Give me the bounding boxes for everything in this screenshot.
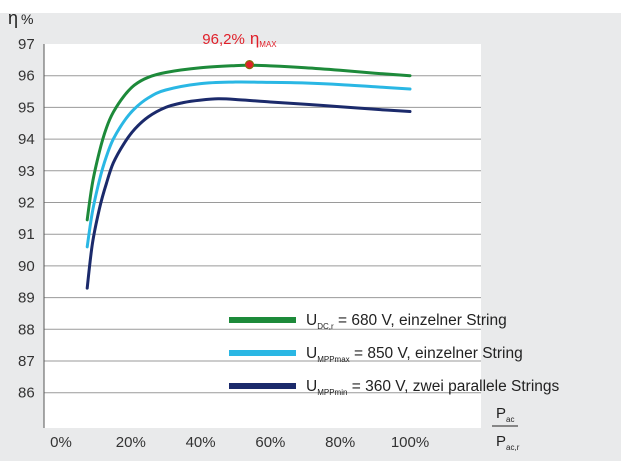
y-tick-label: 90 [18, 258, 35, 275]
x-tick-label: 20% [116, 434, 146, 451]
x-axis-label: Pac Pac,r [492, 405, 520, 452]
legend-label: UMPPmin = 360 V, zwei parallele Strings [306, 378, 560, 397]
y-tick-label: 94 [18, 131, 35, 148]
x-tick-label: 100% [391, 434, 429, 451]
y-tick-label: 88 [18, 321, 35, 338]
y-tick-label: 96 [18, 68, 35, 85]
y-tick-label: 97 [18, 36, 35, 53]
legend-item-udcr: UDC,r = 680 V, einzelner String [229, 312, 507, 331]
svg-text:Pac,r: Pac,r [496, 433, 520, 452]
y-tick-label: 89 [18, 290, 35, 307]
y-tick-labels: 97 96 95 94 93 92 91 90 89 88 87 86 [18, 36, 35, 402]
series-lines [85, 63, 412, 290]
x-tick-label: 40% [186, 434, 216, 451]
y-tick-label: 93 [18, 163, 35, 180]
x-tick-label: 0% [50, 434, 72, 451]
series-line-umppmin [85, 97, 412, 290]
legend-item-umppmin: UMPPmin = 360 V, zwei parallele Strings [229, 378, 560, 397]
gridlines [44, 75, 481, 394]
legend-swatch [229, 317, 296, 323]
max-efficiency-annotation: 96,2% ηMAX [202, 29, 277, 49]
legend-swatch [229, 350, 296, 356]
x-tick-labels: 0% 20% 40% 60% 80% 100% [50, 434, 429, 451]
y-tick-label: 86 [18, 385, 35, 402]
x-tick-label: 80% [325, 434, 355, 451]
top-band [0, 0, 621, 13]
y-axis-label: η% [8, 8, 33, 28]
legend-label: UDC,r = 680 V, einzelner String [306, 312, 507, 331]
legend-label: UMPPmax = 850 V, einzelner String [306, 345, 523, 364]
max-efficiency-marker [244, 60, 255, 70]
y-tick-label: 91 [18, 226, 35, 243]
legend-item-umppmax: UMPPmax = 850 V, einzelner String [229, 345, 523, 364]
x-tick-label: 60% [255, 434, 285, 451]
series-line-udcr [85, 63, 412, 222]
y-tick-label: 95 [18, 99, 35, 116]
y-tick-label: 92 [18, 195, 35, 212]
series-line-umppmax [85, 80, 412, 249]
y-tick-label: 87 [18, 353, 35, 370]
svg-text:Pac: Pac [496, 405, 514, 424]
legend: UDC,r = 680 V, einzelner String UMPPmax =… [229, 312, 560, 397]
legend-swatch [229, 383, 296, 389]
